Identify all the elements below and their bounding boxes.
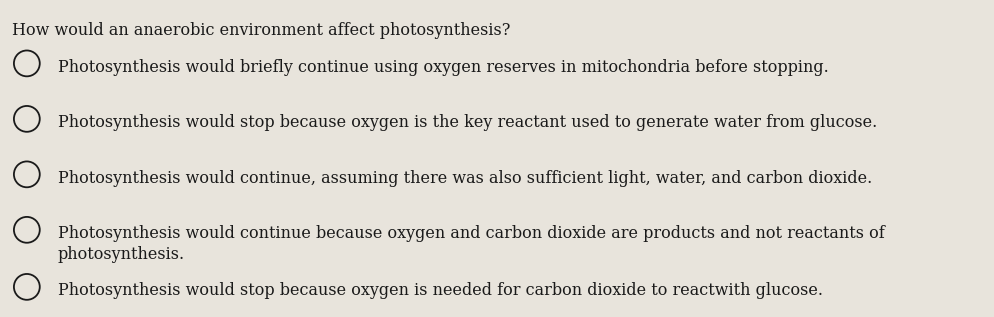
Text: How would an anaerobic environment affect photosynthesis?: How would an anaerobic environment affec…	[12, 22, 510, 39]
Text: Photosynthesis would stop because oxygen is the key reactant used to generate wa: Photosynthesis would stop because oxygen…	[58, 114, 877, 131]
Text: Photosynthesis would continue because oxygen and carbon dioxide are products and: Photosynthesis would continue because ox…	[58, 225, 885, 263]
Text: Photosynthesis would briefly continue using oxygen reserves in mitochondria befo: Photosynthesis would briefly continue us…	[58, 59, 828, 76]
Text: Photosynthesis would continue, assuming there was also sufficient light, water, : Photosynthesis would continue, assuming …	[58, 170, 872, 187]
Text: Photosynthesis would stop because oxygen is needed for carbon dioxide to reactwi: Photosynthesis would stop because oxygen…	[58, 282, 823, 299]
